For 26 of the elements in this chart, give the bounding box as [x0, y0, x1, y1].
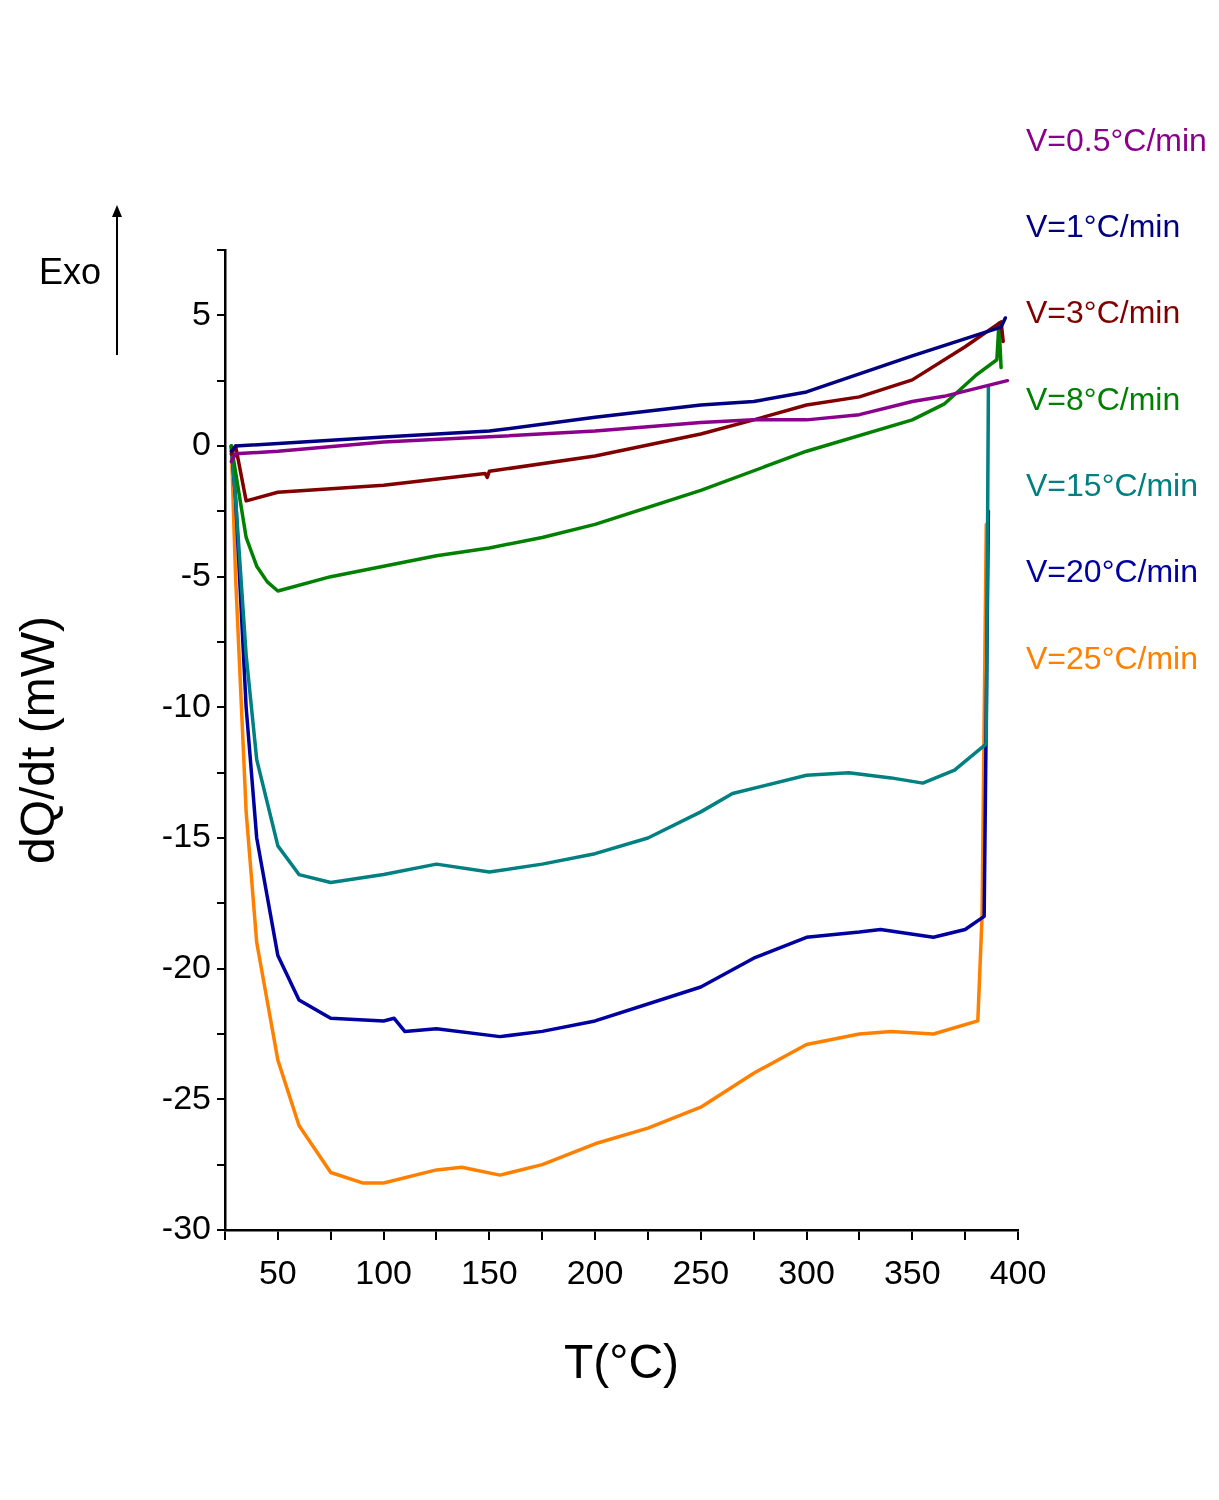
x-tick-label: 50	[258, 1252, 297, 1291]
x-tick-label: 150	[460, 1252, 518, 1291]
x-tick-label: 400	[989, 1252, 1047, 1291]
y-tick-label: 5	[192, 293, 211, 332]
y-tick-label: -15	[161, 816, 211, 855]
y-tick-label: -5	[180, 555, 211, 594]
y-tick-label: 0	[192, 424, 211, 463]
y-axis-title: dQ/dt (mW)	[11, 616, 65, 864]
y-tick-label: -25	[161, 1077, 211, 1116]
series-label: V=15°C/min	[1026, 467, 1198, 504]
x-tick-label: 200	[566, 1252, 624, 1291]
text: V=1°C/min	[1026, 208, 1181, 245]
x-axis-title: T(°C)	[563, 1335, 680, 1389]
series-label: V=20°C/min	[1026, 553, 1198, 590]
x-tick-label: 250	[672, 1252, 730, 1291]
text: V=0.5°C/min	[1026, 121, 1207, 158]
x-tick-label: 300	[778, 1252, 835, 1291]
series-label: V=8°C/min	[1026, 380, 1181, 417]
y-tick-label: -30	[161, 1208, 211, 1247]
series-label: V=3°C/min	[1026, 294, 1181, 331]
y-tick-label: -20	[161, 947, 211, 986]
x-tick-label: 100	[355, 1252, 412, 1291]
x-tick-label: 350	[883, 1252, 941, 1291]
series-label: V=25°C/min	[1026, 639, 1198, 676]
text: Exo	[38, 250, 101, 292]
y-tick-label: -10	[161, 685, 211, 724]
